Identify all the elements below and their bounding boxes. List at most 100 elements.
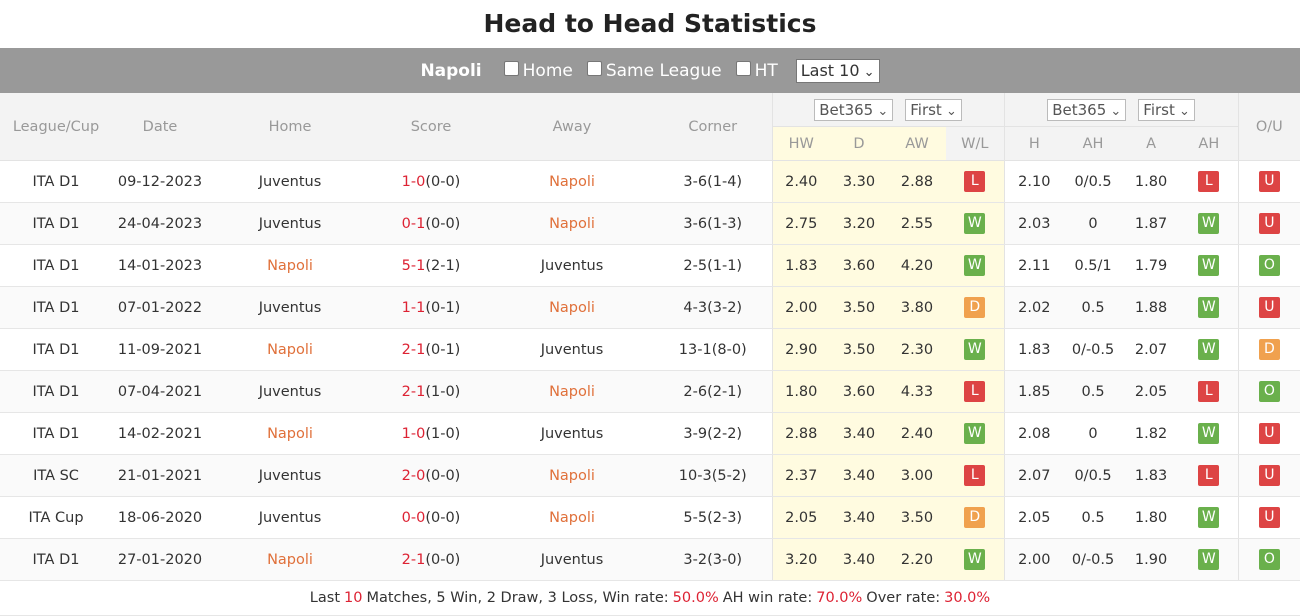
odds-value: 3.60 [830,370,888,413]
league: ITA Cup [0,496,112,539]
odds-value: 3.80 [888,286,946,329]
date: 07-04-2021 [112,370,208,413]
half-time-score: (0-0) [425,467,461,484]
ou-badge: U [1258,465,1280,486]
score: 1-0(0-0) [372,160,490,203]
handicap-value: 1.83 [1122,454,1181,497]
date: 21-01-2021 [112,454,208,497]
title: Head to Head Statistics [483,9,817,38]
ou-cell: O [1237,538,1301,581]
result-cell: L [946,160,1005,203]
filter-option[interactable]: HT [728,60,778,81]
match-row: ITA D1 09-12-2023 Juventus 1-0(0-0) Napoli 3-… [0,160,1301,203]
corner: 2-6(2-1) [654,370,772,413]
odds-value: 3.40 [830,412,888,455]
league: ITA D1 [0,244,112,287]
away-team: Napoli [490,496,654,539]
odds-value: 2.00 [771,286,830,329]
body: Head to Head Statistics Napoli Home Same L… [0,0,1307,596]
corner: 4-3(3-2) [654,286,772,329]
odds-value: 1.80 [771,370,830,413]
handicap-value: 1.85 [1003,370,1065,413]
checkbox[interactable] [735,60,751,76]
handicap-value: 0.5/1 [1064,244,1123,287]
handicap-value: 0/-0.5 [1064,538,1123,581]
away-team: Juventus [490,244,654,287]
ah-result-badge: L [1198,381,1220,402]
handicap-value: 1.80 [1122,160,1181,203]
odds-value: 3.40 [830,454,888,497]
ou-cell: O [1237,244,1301,287]
handicap-value: 0.5 [1064,370,1123,413]
filter-option[interactable]: Same League [579,60,722,81]
company-select[interactable]: Bet365 [1047,98,1127,121]
odds-column-header: AW [888,126,946,161]
result-badge: W [964,213,986,234]
filter-option[interactable]: Home [496,60,573,81]
ah-result-badge: W [1198,213,1220,234]
score: 1-0(1-0) [372,412,490,455]
odds-column-header: H [1003,126,1065,161]
result-cell: W [946,244,1005,287]
score: 5-1(2-1) [372,244,490,287]
corner: 5-5(2-3) [654,496,772,539]
handicap-value: 1.79 [1122,244,1181,287]
away-team: Juventus [490,412,654,455]
result-cell: W [946,538,1005,581]
ou-cell: U [1237,286,1301,329]
home-team: Juventus [208,370,372,413]
score: 2-1(0-0) [372,538,490,581]
ah-result-badge: W [1198,255,1220,276]
summary-over-label: Over rate: [866,590,941,606]
column-header: Date [112,93,208,161]
ou-badge: U [1258,171,1280,192]
handicap-value: 1.87 [1122,202,1181,245]
odds-value: 1.83 [771,244,830,287]
column-header: O/U [1237,93,1301,161]
match-count-select[interactable]: Last 10 [795,58,880,83]
home-team: Juventus [208,496,372,539]
ou-badge: U [1258,423,1280,444]
ou-cell: U [1237,412,1301,455]
handicap-value: 0/-0.5 [1064,328,1123,371]
home-team: Juventus [208,454,372,497]
handicap-value: 0/0.5 [1064,454,1123,497]
match-row: ITA D1 07-01-2022 Juventus 1-1(0-1) Napoli 4-… [0,286,1301,329]
home-team: Juventus [208,160,372,203]
league: ITA D1 [0,412,112,455]
odds-value: 2.37 [771,454,830,497]
corner: 2-5(1-1) [654,244,772,287]
result-cell: W [946,412,1005,455]
odds-type-select[interactable]: First [905,98,962,121]
ah-result-badge: W [1198,549,1220,570]
odds-type-select[interactable]: First [1138,98,1195,121]
result-cell: D [946,286,1005,329]
ah-result-cell: L [1180,370,1239,413]
column-header: Home [208,93,372,161]
corner: 13-1(8-0) [654,328,772,371]
option-label: Same League [605,60,722,81]
score: 1-1(0-1) [372,286,490,329]
result-badge: W [964,339,986,360]
odds-column-header: D [830,126,888,161]
date: 09-12-2023 [112,160,208,203]
ah-result-cell: W [1180,412,1239,455]
half-time-score: (2-1) [425,257,461,274]
checkbox[interactable] [586,60,602,76]
option-label: Home [522,60,573,81]
odds-value: 3.60 [830,244,888,287]
ah-result-cell: W [1180,328,1239,371]
odds-value: 2.75 [771,202,830,245]
corner: 3-9(2-2) [654,412,772,455]
ah-result-badge: L [1198,465,1220,486]
result-cell: W [946,202,1005,245]
ah-result-badge: W [1198,339,1220,360]
half-time-score: (1-0) [425,425,461,442]
ou-badge: O [1258,381,1280,402]
handicap-value: 2.05 [1122,370,1181,413]
result-cell: L [946,454,1005,497]
summary-prefix: Last [309,590,341,606]
checkbox[interactable] [503,60,519,76]
company-select[interactable]: Bet365 [814,98,894,121]
